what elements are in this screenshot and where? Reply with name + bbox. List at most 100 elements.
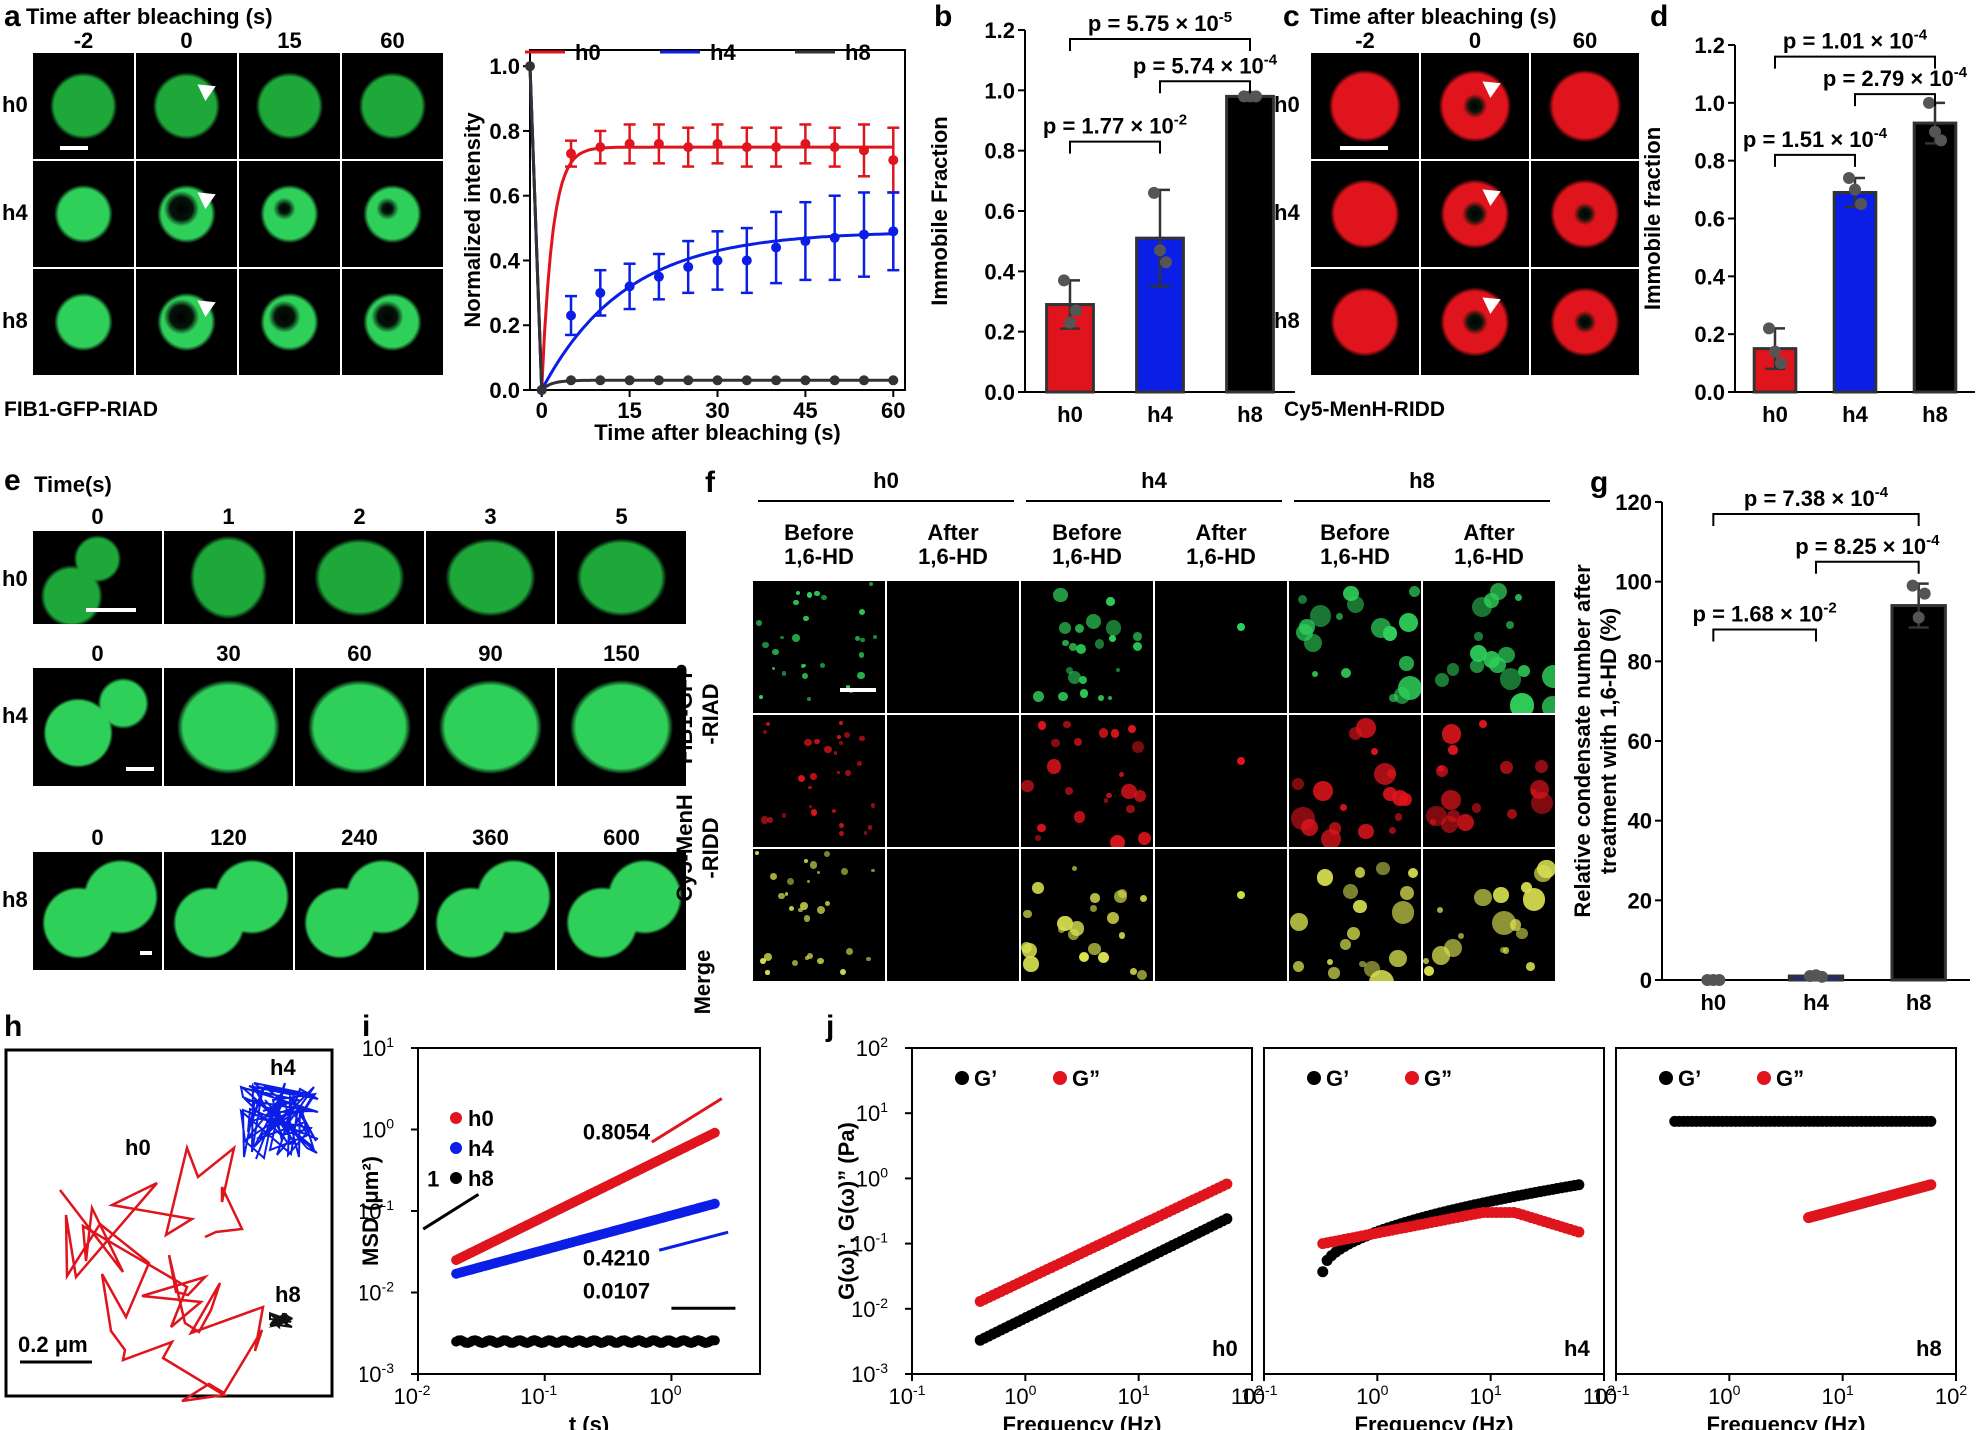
condensate-dot bbox=[871, 868, 875, 873]
condensate-dot bbox=[1346, 926, 1360, 940]
row-label-line: -RIAD bbox=[698, 683, 723, 745]
group-label: h8 bbox=[1409, 468, 1435, 493]
condensate-dot bbox=[1336, 613, 1344, 620]
slope-label: 0.8054 bbox=[583, 1120, 651, 1145]
condensate-dot bbox=[1484, 593, 1500, 609]
condensate-dot bbox=[1079, 951, 1090, 962]
replicate-point bbox=[1923, 96, 1935, 109]
y-tick-label: 0.2 bbox=[489, 313, 520, 338]
panel-label-i: i bbox=[362, 1010, 371, 1043]
condensate-dot bbox=[1121, 783, 1137, 799]
condensate-dot bbox=[771, 666, 775, 670]
data-point-h0 bbox=[624, 138, 635, 149]
image-tile bbox=[425, 530, 556, 625]
y-tick-label: 102 bbox=[856, 1034, 888, 1061]
condensate-dot bbox=[755, 851, 759, 856]
legend-marker bbox=[450, 1172, 462, 1184]
condensate-dot bbox=[1021, 942, 1032, 953]
slope-guide-h0 bbox=[651, 1097, 723, 1144]
y-tick-exponent: 1 bbox=[386, 1034, 394, 1050]
row-label-line: FIB1-GFP bbox=[672, 663, 697, 765]
condensate-dot bbox=[803, 858, 808, 863]
condensate-dot bbox=[1023, 956, 1039, 972]
condensate-dot bbox=[1109, 635, 1117, 643]
x-tick-exponent: 0 bbox=[1733, 1382, 1741, 1398]
row-label: h0 bbox=[1274, 92, 1300, 117]
column-label: 1,6-HD bbox=[1186, 544, 1256, 569]
trajectory-plot: h0 h4 h8 0.2 μm bbox=[4, 1048, 334, 1403]
significance-bracket bbox=[1069, 140, 1161, 154]
condensate-dot bbox=[1073, 811, 1085, 823]
group-underline bbox=[1026, 500, 1282, 502]
condensate-dot bbox=[1398, 656, 1414, 672]
p-value-exponent: -4 bbox=[1914, 27, 1928, 44]
legend-marker bbox=[1307, 1071, 1321, 1085]
time-label: 240 bbox=[341, 825, 378, 850]
replicate-point bbox=[1763, 322, 1775, 335]
data-point-h8 bbox=[536, 385, 547, 395]
condensate-dot bbox=[1106, 597, 1115, 606]
x-tick-label: 101 bbox=[1118, 1382, 1150, 1409]
loss-modulus-point bbox=[1221, 1178, 1233, 1190]
x-tick-exponent: 0 bbox=[1029, 1382, 1037, 1398]
y-tick-exponent: 1 bbox=[880, 1099, 888, 1115]
condensate-dot bbox=[1076, 644, 1087, 655]
panel-a-header: Time after bleaching (s) bbox=[26, 4, 273, 29]
y-axis-label: Immobile fraction bbox=[1640, 127, 1665, 310]
panel-c-header: Time after bleaching (s) bbox=[1310, 4, 1557, 29]
condensate-dot bbox=[780, 635, 784, 640]
data-point-h4 bbox=[595, 287, 606, 298]
time-label: 0 bbox=[180, 28, 193, 53]
condensate-dot bbox=[1469, 658, 1485, 674]
condensate-dot bbox=[1357, 823, 1374, 840]
legend-marker bbox=[450, 1142, 462, 1154]
category-label: h8 bbox=[1906, 990, 1932, 1015]
category-label: h4 bbox=[1147, 402, 1173, 427]
arrowhead-icon bbox=[1477, 290, 1502, 315]
loss-modulus-point bbox=[1573, 1226, 1585, 1238]
condensate-dot bbox=[1340, 668, 1351, 679]
frap-recovery-chart: 0 15 30 45 60 0.0 0.2 0.4 0.6 0.8 1.0 Time after bl… bbox=[460, 40, 906, 445]
panel-label: h8 bbox=[1916, 1336, 1942, 1361]
replicate-point bbox=[1160, 256, 1172, 269]
image-tile bbox=[341, 268, 444, 376]
condensate-dot bbox=[839, 831, 845, 837]
condensate-dot bbox=[1326, 958, 1333, 965]
category-label: h4 bbox=[1842, 402, 1868, 427]
image-tile bbox=[1288, 848, 1422, 982]
p-value-exponent: -5 bbox=[1219, 9, 1232, 26]
data-point-h4 bbox=[624, 281, 635, 292]
time-label: 0 bbox=[91, 641, 104, 666]
condensate-dot bbox=[1368, 969, 1394, 981]
condensate-dot bbox=[1236, 757, 1245, 766]
y-tick-exponent: -3 bbox=[382, 1360, 395, 1376]
condensate-dot bbox=[1312, 781, 1334, 802]
condensate-dot bbox=[1534, 760, 1548, 774]
plot-frame bbox=[417, 1047, 761, 1375]
storage-modulus-point bbox=[1925, 1115, 1937, 1127]
data-point-h4 bbox=[566, 310, 577, 321]
y-axis-label: MSD (μm²) bbox=[360, 1156, 383, 1266]
p-value-exponent: -2 bbox=[1823, 599, 1836, 616]
condensate-dot bbox=[1069, 921, 1085, 936]
p-value-exponent: -4 bbox=[1875, 484, 1889, 501]
scale-bar bbox=[86, 608, 136, 612]
image-tile bbox=[238, 52, 341, 160]
image-tile bbox=[135, 268, 238, 376]
condensate-number-chart: 0 20 40 60 80 100 120 Relative condensate numbe… bbox=[1570, 484, 1970, 1015]
condensate-dot bbox=[1373, 762, 1397, 786]
condensate-dot bbox=[1440, 790, 1461, 811]
condensate-dot bbox=[1516, 927, 1528, 940]
condensate-dot bbox=[803, 915, 811, 922]
time-label: 60 bbox=[380, 28, 405, 53]
condensate-dot bbox=[763, 953, 772, 961]
condensate-dot bbox=[1058, 691, 1068, 702]
panel-label: h0 bbox=[1212, 1336, 1238, 1361]
condensate-dot bbox=[1423, 958, 1429, 964]
x-tick-label: 10-1 bbox=[1241, 1382, 1278, 1409]
condensate-dot bbox=[854, 635, 860, 641]
condensate-dot bbox=[1090, 893, 1100, 904]
condensate-dot bbox=[1316, 869, 1334, 886]
y-tick-label: 0.4 bbox=[489, 248, 520, 273]
condensate-dot bbox=[781, 671, 787, 676]
